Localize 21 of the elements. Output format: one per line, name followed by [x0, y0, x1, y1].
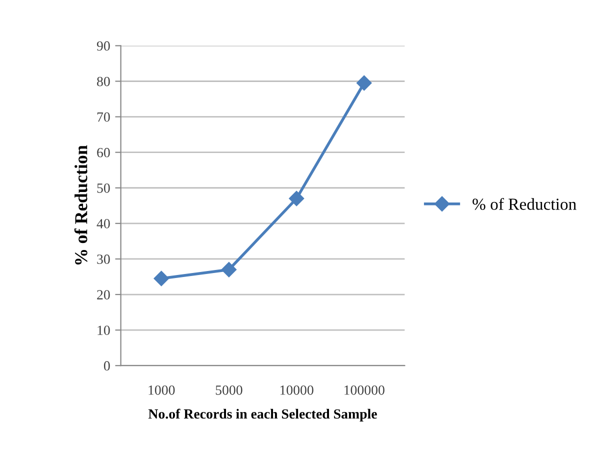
y-tick-label: 30 [97, 254, 110, 264]
x-tick-label: 5000 [216, 385, 242, 395]
point [154, 270, 169, 286]
y-tick-label: 40 [96, 219, 110, 228]
x-tick-label: 100000 [344, 385, 384, 395]
y-tick-label: 70 [97, 112, 110, 122]
point [288, 190, 304, 206]
x-axis-title: No.of Records in each Selected Sample [148, 408, 377, 422]
y-tick-label: 10 [98, 326, 110, 336]
y-tick-label: 60 [97, 148, 110, 158]
x-tick-label: 1000 [148, 385, 175, 395]
legend-label: % of Reduction [472, 198, 576, 210]
y-tick-label: 0 [104, 361, 110, 371]
y-tick-label: 80 [97, 76, 110, 86]
y-tick-label: 50 [97, 183, 110, 193]
y-tick-label: 20 [97, 290, 110, 300]
point [221, 262, 237, 278]
y-axis-title: % of Reduction [74, 145, 88, 264]
point [356, 75, 372, 91]
x-tick-label: 10000 [280, 385, 314, 395]
y-tick-label: 90 [96, 41, 110, 51]
